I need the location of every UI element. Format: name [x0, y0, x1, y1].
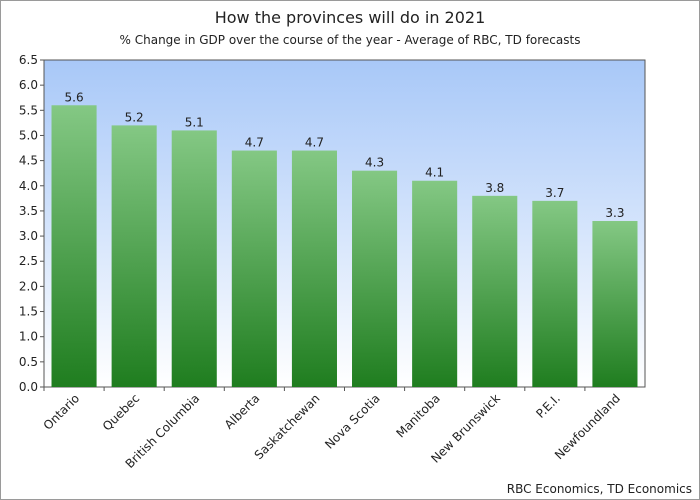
source-note: RBC Economics, TD Economics: [506, 482, 692, 496]
data-label: 4.7: [305, 136, 324, 150]
bar-ontario: [51, 105, 97, 388]
data-label: 5.1: [185, 115, 204, 129]
y-tick-label: 2.5: [19, 254, 38, 268]
bars: [51, 105, 638, 388]
data-label: 4.3: [365, 156, 384, 170]
bar-p-e-i-: [532, 200, 578, 387]
y-tick-label: 6.0: [19, 78, 38, 92]
x-tick-label: Alberta: [222, 391, 263, 432]
data-label: 3.7: [545, 186, 564, 200]
bar-quebec: [111, 125, 157, 388]
bar-alberta: [231, 150, 277, 387]
chart-subtitle: % Change in GDP over the course of the y…: [119, 33, 581, 47]
x-tick-label: Manitoba: [394, 391, 443, 440]
y-tick-label: 1.0: [19, 330, 38, 344]
x-tick-label: Newfoundland: [552, 391, 623, 462]
y-tick-label: 4.0: [19, 179, 38, 193]
y-tick-label: 5.5: [19, 103, 38, 117]
y-tick-label: 5.0: [19, 128, 38, 142]
data-label: 4.7: [245, 136, 264, 150]
bar-new-brunswick: [472, 195, 518, 387]
data-label: 3.3: [605, 206, 624, 220]
bar-saskatchewan: [291, 150, 337, 387]
data-label: 3.8: [485, 181, 504, 195]
y-axis: 0.0 0.5 1.0 1.5 2.0 2.5 3.0 3.5 4.0 4.5 5.0 5.5 6.0 6…: [19, 53, 44, 394]
bar-manitoba: [412, 180, 458, 387]
x-tick-label: Nova Scotia: [322, 391, 382, 451]
y-tick-label: 6.5: [19, 53, 38, 67]
data-label: 5.2: [125, 110, 144, 124]
chart-title: How the provinces will do in 2021: [214, 8, 486, 27]
bar-nova-scotia: [352, 170, 398, 387]
y-tick-label: 2.0: [19, 279, 38, 293]
y-tick-label: 1.5: [19, 305, 38, 319]
bar-british-columbia: [171, 130, 217, 387]
y-tick-label: 3.0: [19, 229, 38, 243]
y-tick-label: 0.0: [19, 380, 38, 394]
x-tick-label: P.E.I.: [533, 391, 563, 421]
x-tick-label: Ontario: [41, 391, 83, 433]
data-labels: 5.6 5.2 5.1 4.7 4.7 4.3 4.1 3.8 3.7 3.3: [65, 90, 625, 220]
bar-newfoundland: [592, 220, 638, 387]
x-tick-label: Quebec: [100, 391, 142, 433]
data-label: 5.6: [65, 90, 84, 104]
x-tick-label: Saskatchewan: [252, 391, 323, 462]
y-tick-label: 0.5: [19, 355, 38, 369]
y-tick-label: 3.5: [19, 204, 38, 218]
y-tick-label: 4.5: [19, 154, 38, 168]
data-label: 4.1: [425, 166, 444, 180]
